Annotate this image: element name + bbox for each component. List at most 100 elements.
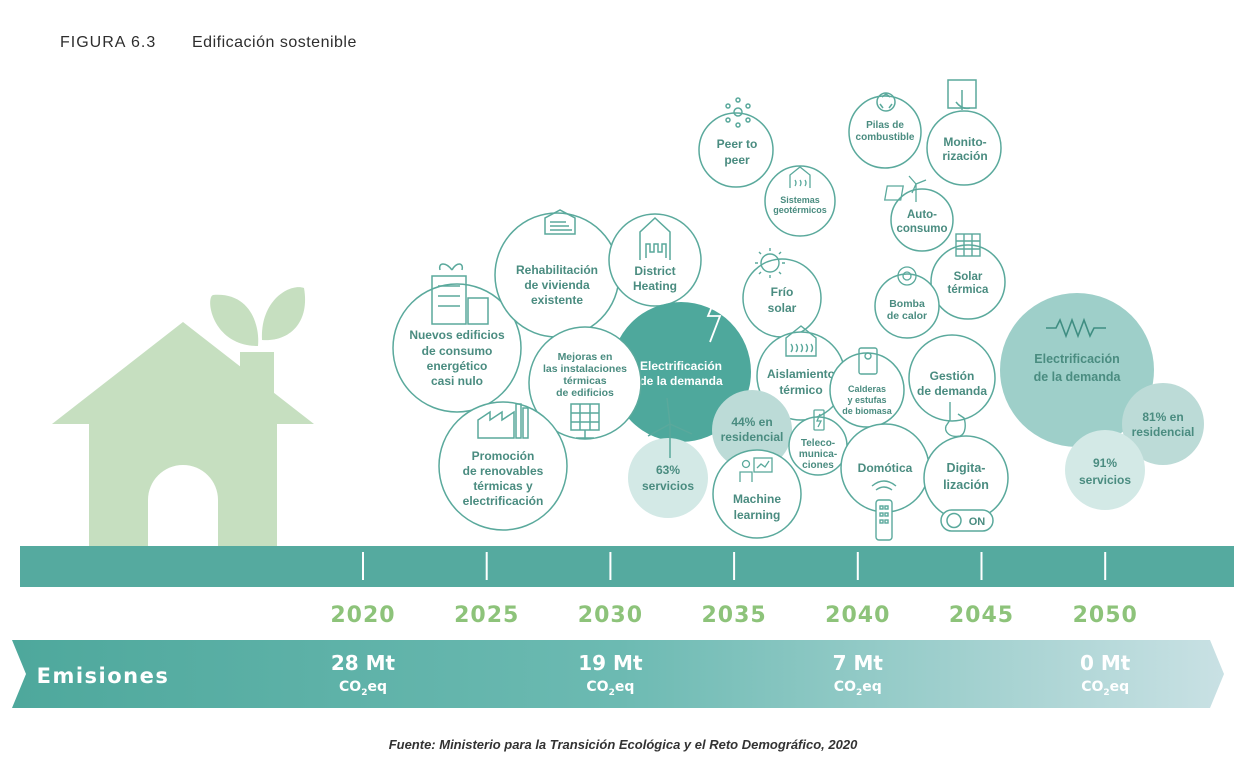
district-heating-icon bbox=[639, 216, 671, 260]
digital-line-1: Digita- bbox=[947, 461, 986, 475]
bubble-pilas: Pilas de combustible bbox=[848, 92, 922, 169]
bomba-line-2: de calor bbox=[887, 310, 927, 322]
emission-unit: CO2eq bbox=[339, 679, 387, 698]
teleco-line-3: ciones bbox=[802, 460, 834, 471]
res81-line-1: 81% en bbox=[1142, 410, 1183, 424]
building-icon bbox=[431, 263, 489, 325]
frio-line-1: Frío bbox=[771, 285, 794, 299]
solar-panel-icon bbox=[570, 403, 600, 439]
house-efficiency-icon bbox=[544, 209, 576, 235]
calderas-line-2: y estufas bbox=[847, 395, 886, 405]
emission-unit: CO2eq bbox=[586, 679, 634, 698]
svg-text:Auto-consumo: Auto-consumo bbox=[896, 209, 947, 235]
emission-value: 0 Mt bbox=[1080, 651, 1131, 675]
nuevos-line-4: casi nulo bbox=[431, 374, 483, 388]
promocion-line-4: electrificación bbox=[463, 494, 544, 508]
calderas-line-1: Calderas bbox=[848, 384, 886, 394]
remote-control-icon bbox=[871, 480, 897, 541]
network-icon bbox=[725, 97, 751, 128]
servicios63-line-2: servicios bbox=[642, 479, 694, 493]
battery-icon bbox=[813, 409, 825, 431]
nuevos-line-3: energético bbox=[427, 359, 488, 373]
sun-icon bbox=[755, 248, 785, 278]
emission-value: 28 Mt bbox=[331, 651, 396, 675]
calderas-line-3: de biomasa bbox=[842, 406, 893, 416]
servicios63-line-1: 63% bbox=[656, 463, 680, 477]
svg-text:Monito-rización: Monito-rización bbox=[942, 135, 987, 163]
res44-line-2: residencial bbox=[721, 430, 784, 444]
nuevos-line-2: de consumo bbox=[422, 344, 493, 358]
monitor-line-2: rización bbox=[942, 149, 987, 163]
figure-label: FIGURA 6.3 bbox=[60, 34, 157, 51]
bubble-peer-to-peer: Peer to peer bbox=[698, 97, 774, 188]
bubble-electrificacion-1: Electrificación de la demanda bbox=[611, 291, 751, 442]
recycle-icon bbox=[876, 92, 896, 112]
bubble-digitalizacion: Digita-lización ON bbox=[923, 435, 1009, 532]
promocion-line-2: de renovables bbox=[463, 464, 544, 478]
pilas-line-2: combustible bbox=[856, 132, 915, 143]
toggle-switch-icon: ON bbox=[940, 509, 994, 532]
year-label-2030: 2030 bbox=[578, 603, 643, 628]
svg-text:63%servicios: 63% servicios bbox=[642, 463, 694, 493]
bubble-nuevos-edificios: Nuevos edificios de consumo energético casi… bbox=[392, 263, 522, 413]
mejoras-line-1: Mejoras en bbox=[558, 351, 613, 363]
nuevos-line-1: Nuevos edificios bbox=[409, 328, 505, 342]
frio-line-2: solar bbox=[768, 301, 797, 315]
bubble-gestion: Gestión de demanda bbox=[908, 334, 996, 438]
rehab-line-1: Rehabilitación bbox=[516, 263, 598, 277]
insulation-icon bbox=[785, 325, 817, 357]
bubble-solar-termica: Solar térmica bbox=[930, 233, 1006, 320]
emission-value: 19 Mt bbox=[578, 651, 643, 675]
rehab-line-2: de vivienda bbox=[524, 278, 590, 292]
aislamiento-line-2: térmico bbox=[779, 383, 822, 397]
emissions-arrow bbox=[12, 640, 1224, 708]
mejoras-line-2: las instalaciones bbox=[543, 363, 627, 375]
emission-value: 7 Mt bbox=[833, 651, 884, 675]
machine-line-1: Machine bbox=[733, 492, 781, 506]
teleco-line-1: Teleco- bbox=[801, 438, 835, 449]
pilas-line-1: Pilas de bbox=[866, 120, 904, 131]
resistor-icon bbox=[1046, 317, 1106, 339]
geo-line-2: geotérmicos bbox=[773, 205, 827, 215]
presentation-icon bbox=[739, 457, 773, 482]
res44-line-1: 44% en bbox=[731, 415, 772, 429]
monitor-line-1: Monito- bbox=[943, 135, 986, 149]
electri1-line-2: de la demanda bbox=[639, 374, 723, 388]
teleco-line-2: munica- bbox=[799, 449, 837, 460]
boiler-icon bbox=[858, 347, 878, 375]
bubble-domotica: Domótica bbox=[840, 423, 930, 541]
svg-text:Domótica: Domótica bbox=[858, 461, 913, 475]
bubble-autoconsumo: Auto-consumo bbox=[883, 175, 954, 252]
year-label-2040: 2040 bbox=[825, 603, 890, 628]
lightning-icon bbox=[706, 291, 722, 343]
figure-title: Edificación sostenible bbox=[192, 34, 357, 51]
mejoras-line-4: de edificios bbox=[556, 387, 614, 399]
timeline-ticks bbox=[362, 552, 1107, 580]
promocion-line-1: Promoción bbox=[472, 449, 535, 463]
svg-text:91%servicios: 91% servicios bbox=[1079, 456, 1131, 487]
bubble-monitorizacion: Monito-rización bbox=[926, 79, 1002, 186]
solar-wind-icon bbox=[883, 175, 927, 202]
peer-line-1: Peer to bbox=[717, 137, 758, 151]
gestion-line-1: Gestión bbox=[930, 369, 975, 383]
year-label-2050: 2050 bbox=[1073, 603, 1138, 628]
geo-line-1: Sistemas bbox=[780, 195, 820, 205]
res81-line-2: residencial bbox=[1132, 425, 1195, 439]
rehab-line-3: existente bbox=[531, 293, 583, 307]
source-note: Fuente: Ministerio para la Transición Ec… bbox=[388, 737, 858, 752]
